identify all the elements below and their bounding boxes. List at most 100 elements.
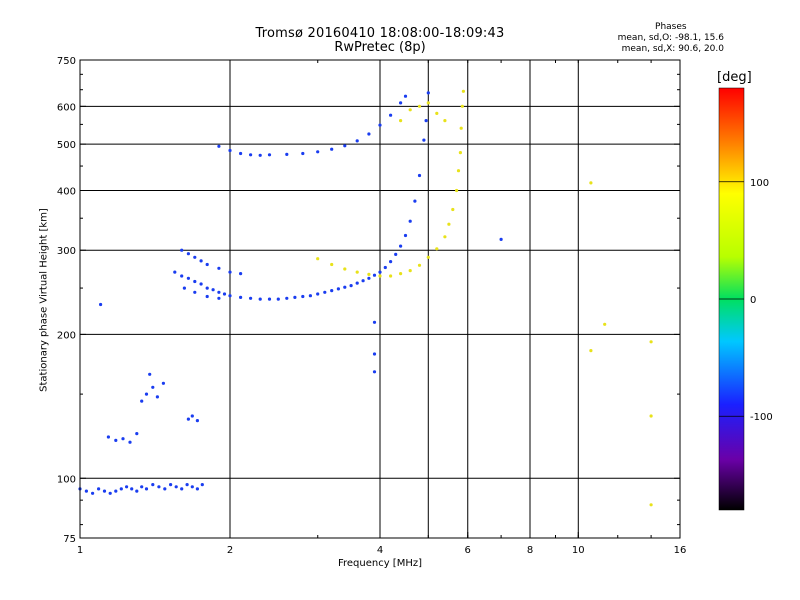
data-point bbox=[140, 399, 144, 403]
data-point bbox=[399, 119, 403, 123]
data-point bbox=[330, 262, 334, 267]
data-point bbox=[316, 257, 320, 261]
data-point bbox=[276, 297, 280, 301]
data-point bbox=[174, 485, 178, 489]
data-point bbox=[603, 322, 607, 326]
data-point bbox=[426, 255, 430, 259]
data-point bbox=[285, 296, 289, 300]
colorbar-ticks: 100 0 -100 bbox=[719, 178, 773, 423]
data-point bbox=[130, 487, 134, 491]
data-point bbox=[499, 237, 503, 241]
data-point bbox=[330, 289, 334, 293]
data-point bbox=[451, 207, 455, 212]
data-point bbox=[186, 417, 190, 421]
data-point bbox=[378, 274, 382, 278]
data-point bbox=[144, 487, 149, 491]
data-point bbox=[435, 111, 439, 115]
data-point bbox=[394, 252, 398, 256]
stats-o-mode: mean, sd,O: -98.1, 15.6 bbox=[617, 33, 724, 43]
data-point bbox=[217, 266, 221, 270]
colorbar-tick-label: 100 bbox=[750, 178, 769, 189]
x-tick-label: 16 bbox=[674, 545, 687, 556]
chart-subtitle: RwPretec (8p) bbox=[334, 40, 426, 55]
data-point bbox=[424, 119, 428, 123]
data-point bbox=[249, 296, 253, 300]
data-point bbox=[211, 288, 215, 292]
data-point bbox=[258, 153, 262, 157]
data-point bbox=[403, 233, 408, 238]
stats-heading: Phases bbox=[655, 22, 687, 32]
data-point bbox=[383, 265, 387, 270]
data-point bbox=[190, 485, 194, 489]
data-point bbox=[205, 262, 209, 267]
data-point bbox=[417, 173, 422, 178]
colorbar-label: [deg] bbox=[717, 70, 752, 85]
x-tick-label: 4 bbox=[377, 545, 383, 556]
data-point bbox=[144, 392, 149, 396]
data-point bbox=[336, 287, 340, 291]
y-tick-label: 500 bbox=[57, 140, 76, 151]
axis-ticks: 1 2 4 6 8 10 16 75 100 200 300 400 500 600 750 bbox=[57, 56, 686, 556]
data-point bbox=[343, 144, 347, 148]
data-point bbox=[205, 286, 209, 290]
x-tick-label: 8 bbox=[527, 545, 533, 556]
data-point bbox=[403, 94, 408, 98]
data-point bbox=[135, 489, 139, 493]
data-point bbox=[443, 235, 447, 239]
data-point bbox=[417, 104, 422, 108]
data-point bbox=[649, 503, 653, 507]
data-point bbox=[367, 132, 371, 136]
data-point bbox=[157, 485, 161, 489]
data-point bbox=[447, 222, 451, 226]
stats-x-mode: mean, sd,X: 90.6, 20.0 bbox=[621, 44, 724, 54]
data-point bbox=[349, 284, 353, 288]
data-point bbox=[217, 290, 221, 294]
x-tick-label: 2 bbox=[227, 545, 233, 556]
data-point bbox=[343, 285, 347, 289]
data-point bbox=[121, 437, 125, 441]
phase-stats: Phases mean, sd,O: -98.1, 15.6 mean, sd,… bbox=[618, 22, 724, 55]
data-point bbox=[301, 294, 305, 299]
y-tick-label: 300 bbox=[57, 246, 76, 257]
x-tick-label: 1 bbox=[77, 545, 83, 556]
data-point bbox=[399, 101, 403, 105]
data-point bbox=[455, 188, 459, 193]
x-axis-label: Frequency [MHz] bbox=[337, 558, 423, 569]
data-point bbox=[106, 435, 110, 439]
data-point bbox=[228, 270, 232, 274]
data-point bbox=[84, 489, 88, 493]
data-point bbox=[169, 483, 173, 487]
data-point bbox=[372, 370, 377, 374]
y-tick-label: 750 bbox=[57, 56, 76, 67]
data-point bbox=[102, 489, 107, 493]
data-point bbox=[361, 279, 365, 283]
chart-title: Tromsø 20160410 18:08:00-18:09:43 bbox=[255, 26, 505, 41]
data-point bbox=[185, 483, 189, 487]
data-point bbox=[239, 295, 243, 299]
data-point bbox=[408, 108, 412, 112]
data-point bbox=[195, 419, 199, 423]
data-point bbox=[99, 302, 103, 307]
data-point bbox=[186, 276, 190, 280]
data-point bbox=[228, 294, 232, 298]
colorbar-tick-label: 0 bbox=[750, 295, 756, 306]
data-point bbox=[422, 138, 426, 142]
data-point bbox=[200, 483, 204, 487]
data-point bbox=[163, 487, 167, 491]
data-point bbox=[589, 181, 593, 185]
y-tick-label: 400 bbox=[57, 186, 76, 197]
data-point bbox=[435, 247, 439, 251]
y-tick-label: 200 bbox=[57, 330, 76, 341]
data-point bbox=[378, 123, 382, 127]
data-point bbox=[135, 432, 139, 436]
data-point bbox=[195, 487, 199, 491]
data-point bbox=[173, 270, 177, 274]
data-point bbox=[372, 352, 377, 356]
data-point bbox=[460, 104, 464, 108]
data-point bbox=[330, 147, 334, 151]
data-point bbox=[367, 276, 371, 280]
data-point bbox=[378, 270, 382, 274]
data-point bbox=[355, 281, 359, 285]
data-point bbox=[217, 144, 221, 148]
data-point bbox=[114, 489, 118, 493]
